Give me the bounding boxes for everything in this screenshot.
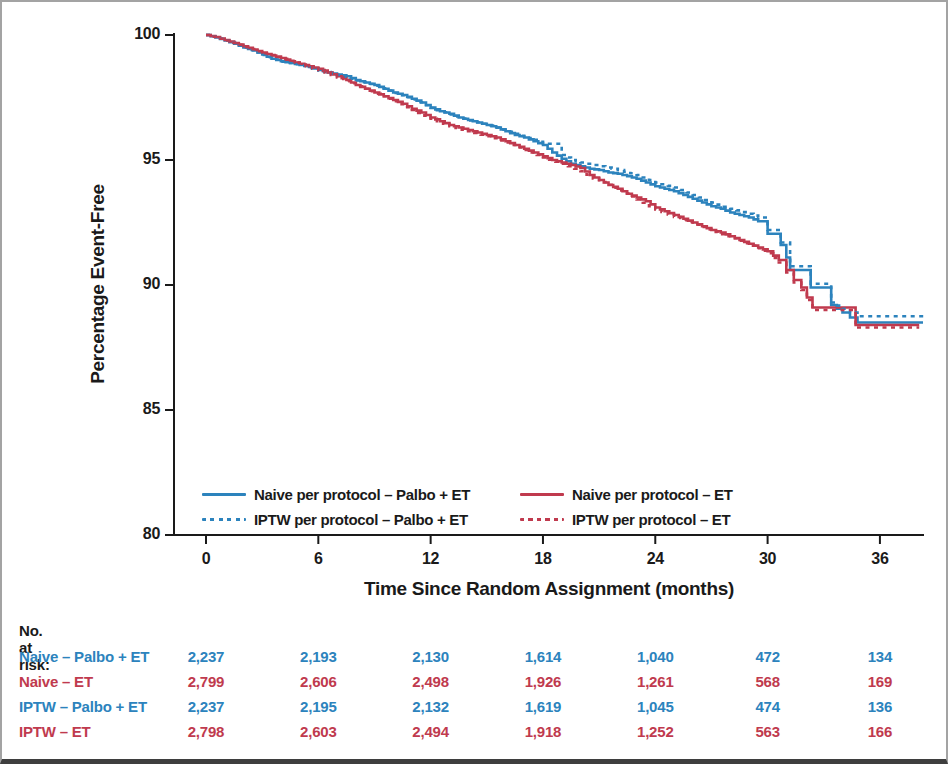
risk-value: 474	[755, 698, 779, 715]
risk-value: 2,195	[300, 698, 337, 715]
x-tick-label: 12	[405, 550, 457, 568]
legend-item: Naive per protocol – Palbo + ET	[202, 484, 470, 504]
risk-value: 1,926	[525, 673, 562, 690]
risk-value: 134	[868, 648, 892, 665]
risk-value: 472	[755, 648, 779, 665]
legend-item: IPTW per protocol – ET	[520, 509, 730, 529]
legend-label: IPTW per protocol – ET	[572, 511, 730, 528]
risk-value: 1,045	[637, 698, 674, 715]
risk-value: 136	[868, 698, 892, 715]
x-tick-label: 6	[292, 550, 344, 568]
risk-value: 169	[868, 673, 892, 690]
x-tick-label: 0	[180, 550, 232, 568]
risk-value: 166	[868, 723, 892, 740]
km-figure: Percentage Event-Free Time Since Random …	[0, 0, 948, 764]
km-curve-iptw-et	[206, 35, 919, 328]
km-curve-naive-et	[206, 35, 919, 325]
risk-value: 2,130	[412, 648, 449, 665]
legend-dotted-line-swatch	[202, 518, 246, 521]
legend-item: Naive per protocol – ET	[520, 484, 733, 504]
x-tick-label: 18	[517, 550, 569, 568]
y-tick-label: 85	[108, 400, 160, 418]
risk-value: 1,918	[525, 723, 562, 740]
legend-dotted-line-swatch	[520, 518, 564, 521]
x-tick-label: 30	[742, 550, 794, 568]
y-tick-label: 80	[108, 525, 160, 543]
risk-value: 2,237	[188, 698, 225, 715]
km-curve-naive-palbo-et	[206, 35, 923, 323]
x-axis-title: Time Since Random Assignment (months)	[174, 578, 924, 600]
risk-value: 563	[755, 723, 779, 740]
risk-row-label: IPTW – ET	[19, 723, 91, 740]
risk-value: 2,498	[412, 673, 449, 690]
legend-label: Naive per protocol – Palbo + ET	[254, 486, 470, 503]
y-tick-label: 90	[108, 275, 160, 293]
legend-solid-line-swatch	[520, 493, 564, 496]
risk-value: 2,132	[412, 698, 449, 715]
risk-value: 2,237	[188, 648, 225, 665]
y-tick-label: 95	[108, 150, 160, 168]
risk-value: 1,040	[637, 648, 674, 665]
risk-value: 2,799	[188, 673, 225, 690]
risk-value: 1,619	[525, 698, 562, 715]
x-tick-label: 24	[629, 550, 681, 568]
y-axis-title: Percentage Event-Free	[87, 184, 109, 384]
legend-label: IPTW per protocol – Palbo + ET	[254, 511, 468, 528]
risk-row-label: IPTW – Palbo + ET	[19, 698, 147, 715]
risk-value: 1,252	[637, 723, 674, 740]
risk-row-label: Naive – Palbo + ET	[19, 648, 149, 665]
legend-label: Naive per protocol – ET	[572, 486, 733, 503]
legend-solid-line-swatch	[202, 493, 246, 496]
legend-item: IPTW per protocol – Palbo + ET	[202, 509, 468, 529]
risk-value: 1,261	[637, 673, 674, 690]
risk-value: 2,193	[300, 648, 337, 665]
risk-value: 2,603	[300, 723, 337, 740]
risk-value: 568	[755, 673, 779, 690]
km-curve-iptw-palbo-et	[206, 35, 925, 316]
risk-value: 2,494	[412, 723, 449, 740]
x-tick-label: 36	[854, 550, 906, 568]
risk-value: 2,798	[188, 723, 225, 740]
risk-value: 1,614	[525, 648, 562, 665]
risk-row-label: Naive – ET	[19, 673, 93, 690]
risk-value: 2,606	[300, 673, 337, 690]
y-tick-label: 100	[108, 25, 160, 43]
